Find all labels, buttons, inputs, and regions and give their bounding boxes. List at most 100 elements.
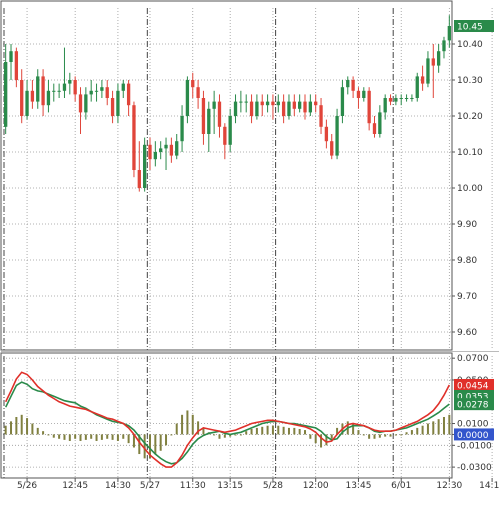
histogram-bar — [165, 434, 168, 446]
candle-body — [201, 98, 206, 134]
time-axis: 5/26 12:45 14:30 5/27 11:30 13:15 5/28 12:00 13:… — [17, 478, 500, 491]
candle-body — [276, 101, 280, 106]
histogram-bar — [293, 427, 296, 435]
candle-body — [217, 101, 222, 127]
candle-body — [137, 170, 141, 188]
candle-body — [100, 87, 104, 91]
candle-body — [383, 98, 387, 113]
candle-body — [191, 80, 195, 88]
histogram-bar — [266, 425, 269, 435]
histogram-bar — [79, 434, 82, 441]
day-separators — [3, 8, 394, 478]
histogram-bar — [100, 434, 103, 440]
candle-body — [340, 87, 345, 116]
histogram-bar — [271, 425, 274, 435]
candle-body — [324, 126, 329, 142]
histogram-bar — [31, 423, 34, 435]
histogram-bar — [52, 434, 55, 438]
histogram-bar — [68, 434, 71, 441]
candle-body — [142, 144, 147, 188]
price-tick-label: 10.00 — [457, 184, 483, 194]
histogram-bar — [261, 426, 264, 435]
histogram-bar — [106, 434, 109, 439]
macd-tick-label: 0.0100 — [457, 420, 489, 430]
histogram-bar — [175, 423, 178, 435]
candle-body — [105, 87, 109, 98]
histogram-bar — [116, 434, 119, 441]
histogram-bar — [416, 427, 419, 435]
histogram-bar — [4, 425, 7, 435]
candle-body — [319, 105, 323, 127]
time-tick-label: 14:30 — [105, 481, 131, 491]
time-tick-label: 13:15 — [217, 481, 243, 491]
candle-body — [249, 101, 254, 116]
candle-body — [94, 90, 99, 92]
histogram-bar — [432, 421, 435, 435]
candle-body — [57, 90, 61, 92]
candle-body — [260, 101, 264, 106]
histogram-bar — [410, 430, 413, 435]
macd-value-badge-2-bg — [454, 398, 494, 411]
candle-body — [314, 101, 318, 106]
histogram-bar — [357, 430, 360, 435]
histogram-bar — [132, 434, 135, 448]
histogram-bar — [325, 434, 328, 446]
histogram-bar — [378, 434, 381, 438]
candle-body — [212, 101, 216, 109]
histogram-bar — [36, 427, 39, 435]
price-tick-label: 9.80 — [457, 256, 477, 266]
candle-body — [223, 126, 227, 145]
candle-body — [426, 58, 430, 84]
candle-body — [25, 90, 29, 116]
time-tick-label: 14:15 — [479, 481, 500, 491]
candle-body — [233, 101, 238, 116]
candle-body — [20, 80, 24, 116]
histogram-bar — [304, 430, 307, 435]
macd-line — [4, 381, 450, 465]
histogram-bar — [90, 434, 93, 439]
histogram-bar — [330, 434, 333, 439]
histogram-bar — [15, 417, 18, 435]
candle-body — [228, 116, 232, 145]
candle-body — [244, 101, 248, 103]
histogram-bar — [20, 414, 23, 435]
histogram-bar — [384, 434, 387, 437]
candle-body — [116, 90, 120, 116]
histogram-bar — [320, 434, 323, 448]
candle-body — [89, 90, 93, 95]
candle-body — [164, 144, 168, 149]
candle-body — [52, 90, 56, 92]
candle-body — [378, 112, 382, 134]
candle-body — [351, 80, 355, 91]
zero-value-badge-bg — [454, 428, 494, 441]
candle-body — [73, 80, 77, 95]
candle-body — [292, 101, 296, 109]
price-tick-label: 9.90 — [457, 220, 477, 230]
histogram-bar — [298, 428, 301, 435]
time-tick-label: 11:30 — [180, 481, 206, 491]
histogram-bar — [368, 434, 371, 439]
histogram-bar — [277, 425, 280, 435]
candle-body — [431, 58, 435, 66]
candle-body — [367, 90, 371, 124]
histogram-bar — [84, 434, 87, 440]
price-axis: 10.40 10.30 10.20 10.10 10.00 9.90 9.80 9.70 9.6… — [452, 40, 483, 338]
candle-body — [30, 90, 35, 102]
histogram-bar — [154, 434, 157, 455]
histogram-bar — [58, 434, 61, 439]
histogram-bar — [213, 434, 216, 436]
histogram-bar — [10, 421, 13, 435]
candle-body — [255, 101, 259, 116]
candle-body — [84, 94, 88, 113]
candle-body — [420, 76, 425, 84]
candle-body — [372, 123, 377, 134]
histogram-bar — [287, 427, 290, 435]
macd-value-badge: 0.0353 — [457, 392, 489, 402]
histogram-bar — [181, 414, 184, 435]
histogram-bar — [218, 434, 221, 439]
candle-body — [308, 101, 313, 113]
last-price-badge: 10.45 — [457, 23, 483, 33]
candle-body — [346, 80, 350, 88]
histogram-bar — [245, 431, 248, 435]
histogram-bar — [42, 431, 45, 435]
